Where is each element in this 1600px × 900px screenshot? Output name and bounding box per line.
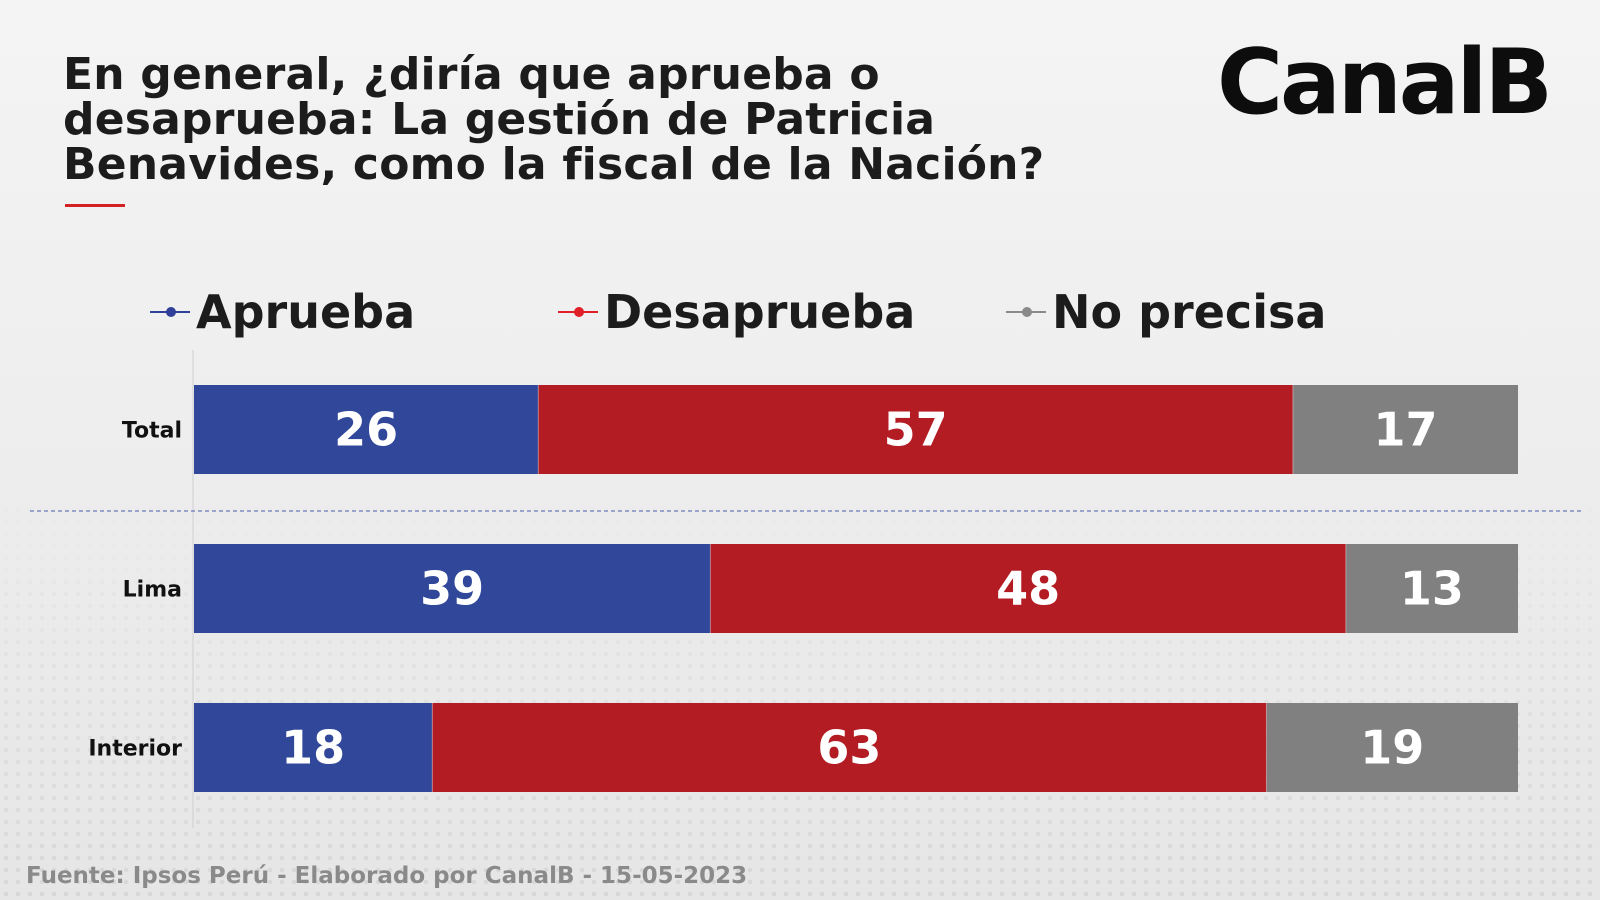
category-label-interior: Interior	[88, 737, 182, 762]
legend-item-desaprueba: Desaprueba	[558, 282, 915, 342]
legend-label-desaprueba: Desaprueba	[604, 285, 916, 339]
data-label-interior-no-precisa: 19	[1360, 721, 1424, 775]
data-label-total-desaprueba: 57	[884, 403, 948, 457]
bar-lima-aprueba	[194, 544, 711, 633]
bar-total-no-precisa	[1292, 385, 1518, 474]
legend-item-no-precisa: No precisa	[1006, 282, 1326, 342]
category-label-lima: Lima	[123, 578, 182, 603]
data-label-lima-no-precisa: 13	[1400, 562, 1464, 616]
category-label-total: Total	[122, 419, 182, 444]
bar-interior-desaprueba	[432, 703, 1267, 792]
legend-marker-aprueba	[150, 282, 190, 342]
bar-total-aprueba	[194, 385, 539, 474]
data-label-interior-desaprueba: 63	[817, 721, 881, 775]
bar-lima-no-precisa	[1345, 544, 1518, 633]
data-label-lima-aprueba: 39	[420, 562, 484, 616]
legend-marker-no-precisa	[1006, 282, 1046, 342]
source-note: Fuente: Ipsos Perú - Elaborado por Canal…	[26, 863, 748, 889]
bar-interior-aprueba	[194, 703, 433, 792]
bar-total-desaprueba	[538, 385, 1293, 474]
chart-title: En general, ¿diría que aprueba o desapru…	[63, 49, 1045, 190]
legend-label-aprueba: Aprueba	[196, 285, 416, 339]
bar-interior-no-precisa	[1266, 703, 1518, 792]
legend-item-aprueba: Aprueba	[150, 282, 415, 342]
chart-legend: Aprueba Desaprueba No precisa	[150, 282, 1400, 342]
data-label-total-no-precisa: 17	[1373, 403, 1437, 457]
legend-marker-desaprueba	[558, 282, 598, 342]
bar-lima-desaprueba	[710, 544, 1346, 633]
data-label-interior-aprueba: 18	[281, 721, 345, 775]
data-label-total-aprueba: 26	[334, 403, 398, 457]
canalb-logo: CanalB	[1216, 30, 1553, 135]
title-underline	[65, 204, 125, 207]
legend-label-no-precisa: No precisa	[1052, 285, 1327, 339]
data-label-lima-desaprueba: 48	[996, 562, 1060, 616]
